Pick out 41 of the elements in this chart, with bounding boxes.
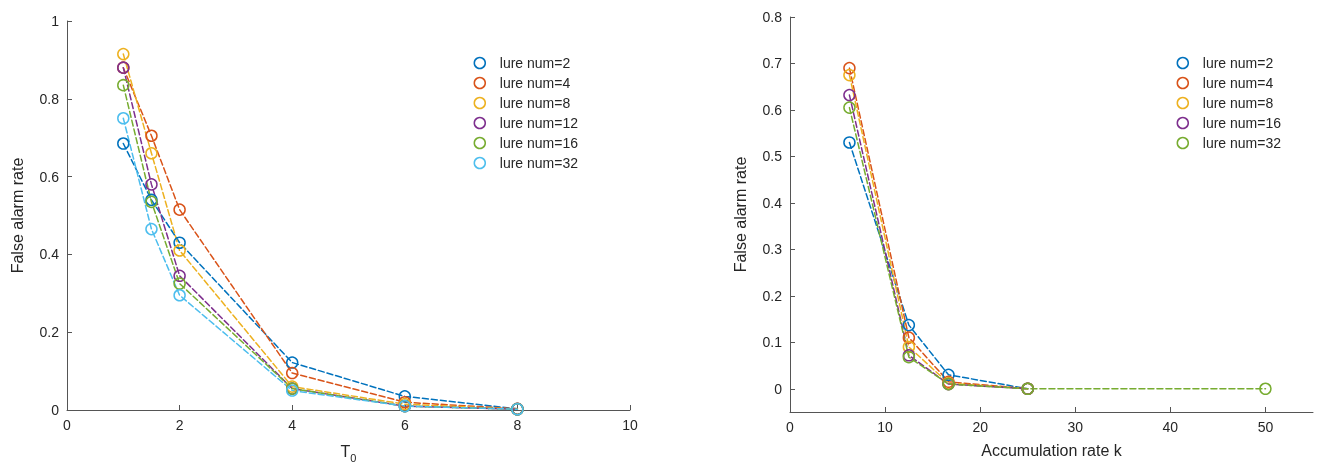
x-tick-label: 2 xyxy=(175,417,184,433)
legend-label: lure num=2 xyxy=(499,55,571,71)
y-tick-label: 0.2 xyxy=(762,287,783,304)
x-tick-label: 30 xyxy=(1067,419,1084,435)
x-tick-label: 40 xyxy=(1162,419,1179,435)
y-tick-label: 0.4 xyxy=(762,194,783,211)
legend-label: lure num=4 xyxy=(499,75,571,91)
y-tick-label: 0.1 xyxy=(762,334,783,351)
legend-label: lure num=8 xyxy=(499,95,571,111)
y-tick-label: 0.3 xyxy=(762,241,783,258)
legend-label: lure num=8 xyxy=(1202,95,1274,111)
x-tick-label: 8 xyxy=(513,417,522,433)
y-tick-label: 0.6 xyxy=(762,101,783,118)
legend-label: lure num=2 xyxy=(1202,55,1274,71)
y-tick-label: 0.4 xyxy=(39,246,60,263)
x-tick-label: 6 xyxy=(400,417,409,433)
y-tick-label: 0.6 xyxy=(39,168,60,185)
x-tick-label: 10 xyxy=(622,417,638,433)
y-tick-label: 0 xyxy=(51,402,60,418)
x-tick-label: 0 xyxy=(786,419,795,435)
legend-label: lure num=32 xyxy=(1202,135,1282,151)
legend-label: lure num=16 xyxy=(1202,115,1282,131)
legend-label: lure num=32 xyxy=(499,155,579,171)
x-tick-label: 50 xyxy=(1257,419,1274,435)
x-tick-label: 0 xyxy=(63,417,72,433)
legend-label: lure num=4 xyxy=(1202,75,1274,91)
y-axis-title: False alarm rate xyxy=(8,157,26,274)
y-tick-label: 0.8 xyxy=(762,9,783,25)
y-tick-label: 1 xyxy=(51,13,60,29)
y-tick-label: 0.8 xyxy=(39,90,60,107)
y-tick-label: 0 xyxy=(774,380,783,397)
x-tick-label: 20 xyxy=(972,419,989,435)
y-tick-label: 0.5 xyxy=(762,148,783,165)
x-axis-title: Accumulation rate k xyxy=(981,441,1123,459)
x-tick-label: 4 xyxy=(288,417,297,433)
y-tick-label: 0.7 xyxy=(762,55,783,72)
x-tick-label: 10 xyxy=(877,419,894,435)
y-axis-title: False alarm rate xyxy=(731,156,749,273)
legend-label: lure num=12 xyxy=(499,115,579,131)
legend-label: lure num=16 xyxy=(499,135,579,151)
y-tick-label: 0.2 xyxy=(39,324,60,341)
